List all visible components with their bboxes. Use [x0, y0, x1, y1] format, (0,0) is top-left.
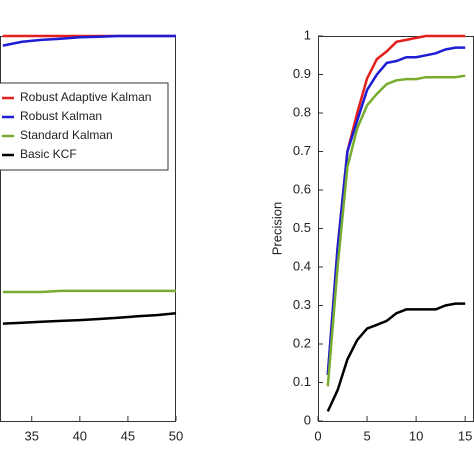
y-tick-label: 0.1: [293, 374, 311, 389]
y-tick-label: 0.8: [293, 104, 311, 119]
series-line: [326, 34, 466, 375]
y-tick-label: 0.3: [293, 297, 311, 312]
y-tick-label: 0.4: [293, 258, 311, 273]
legend-box: [0, 82, 169, 171]
x-tick-label: 45: [121, 428, 135, 443]
series-line: [326, 302, 466, 412]
legend-label: Basic KCF: [20, 147, 77, 161]
x-tick-label: 40: [73, 428, 87, 443]
y-tick-label: 0.6: [293, 181, 311, 196]
x-tick-label: 10: [409, 428, 423, 443]
y-tick-label: 1: [304, 27, 311, 42]
y-tick-label: 0.9: [293, 66, 311, 81]
x-tick-label: 35: [25, 428, 39, 443]
series-line: [2, 311, 177, 325]
y-tick-label: 0.7: [293, 143, 311, 158]
legend-label: Robust Adaptive Kalman: [20, 90, 151, 104]
series-line: [326, 46, 466, 375]
y-tick-label: 0.5: [293, 220, 311, 235]
y-tick-label: 0.2: [293, 335, 311, 350]
series-line: [2, 289, 176, 294]
x-tick-label: 50: [169, 428, 183, 443]
series-line: [326, 74, 466, 387]
series-line: [2, 34, 176, 47]
legend-label: Standard Kalman: [20, 128, 113, 142]
x-tick-label: 5: [363, 428, 370, 443]
x-tick-label: 0: [314, 428, 321, 443]
x-tick-label: 15: [458, 428, 472, 443]
y-tick-label: 0: [304, 412, 311, 427]
y-axis-label: Precision: [269, 202, 284, 255]
legend-label: Robust Kalman: [20, 109, 102, 123]
